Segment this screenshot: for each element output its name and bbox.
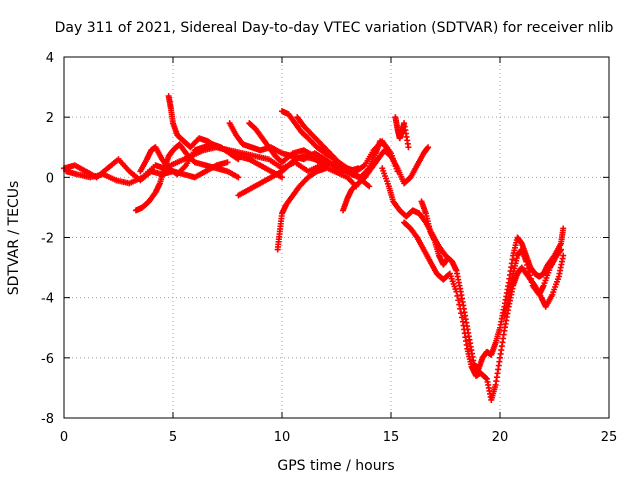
x-tick-label: 25 bbox=[601, 430, 618, 445]
x-tick-label: 10 bbox=[274, 430, 291, 445]
data-point bbox=[560, 225, 567, 232]
data-point bbox=[425, 144, 432, 151]
data-point bbox=[525, 265, 532, 272]
y-tick-label: 2 bbox=[46, 111, 54, 126]
data-point bbox=[453, 288, 460, 295]
data-point bbox=[279, 174, 285, 181]
data-point bbox=[528, 279, 535, 286]
data-point bbox=[523, 258, 530, 265]
data-point bbox=[525, 268, 532, 275]
data-point bbox=[366, 183, 373, 190]
data-point bbox=[560, 252, 567, 259]
grid bbox=[64, 57, 609, 418]
series-trace-o bbox=[401, 219, 567, 403]
series-trace-j bbox=[235, 153, 329, 199]
data-point bbox=[482, 375, 489, 382]
data-point bbox=[524, 262, 531, 269]
y-tick-label: 0 bbox=[46, 171, 54, 186]
y-tick-label: -2 bbox=[41, 232, 54, 247]
data-point bbox=[322, 165, 329, 172]
x-tick-label: 5 bbox=[169, 430, 177, 445]
y-tick-label: -6 bbox=[41, 352, 54, 367]
data-point bbox=[457, 305, 464, 312]
series-trace-p bbox=[418, 198, 451, 268]
data-point bbox=[235, 174, 242, 181]
data-points bbox=[61, 93, 567, 403]
data-point bbox=[454, 292, 461, 299]
y-tick-label: 4 bbox=[46, 51, 54, 66]
x-tick-label: 20 bbox=[492, 430, 509, 445]
x-tick-label: 0 bbox=[60, 430, 68, 445]
y-axis-label: SDTVAR / TECUs bbox=[6, 181, 22, 296]
y-tick-label: -4 bbox=[41, 292, 54, 307]
data-point bbox=[459, 314, 466, 321]
series-trace-l bbox=[340, 144, 432, 214]
data-point bbox=[558, 246, 565, 253]
series-trace-m bbox=[392, 114, 412, 151]
data-point bbox=[458, 310, 465, 317]
series-trace-k bbox=[274, 165, 329, 253]
data-point bbox=[444, 255, 451, 262]
series-trace-q bbox=[501, 246, 565, 319]
series-trace-n bbox=[379, 165, 567, 373]
x-axis-label: GPS time / hours bbox=[277, 458, 394, 474]
data-point bbox=[456, 301, 463, 308]
series-trace-b bbox=[63, 144, 360, 190]
data-point bbox=[526, 272, 533, 279]
chart-title: Day 311 of 2021, Sidereal Day-to-day VTE… bbox=[55, 20, 614, 36]
series-trace-i bbox=[294, 114, 401, 175]
data-point bbox=[455, 297, 462, 304]
y-tick-label: -8 bbox=[41, 412, 54, 427]
x-tick-label: 15 bbox=[383, 430, 400, 445]
data-point bbox=[527, 275, 534, 282]
data-point bbox=[405, 144, 412, 151]
ticks: 0 5 10 15 20 25 -8 -6 -4 -2 0 2 4 bbox=[41, 51, 617, 445]
data-point bbox=[224, 159, 231, 166]
